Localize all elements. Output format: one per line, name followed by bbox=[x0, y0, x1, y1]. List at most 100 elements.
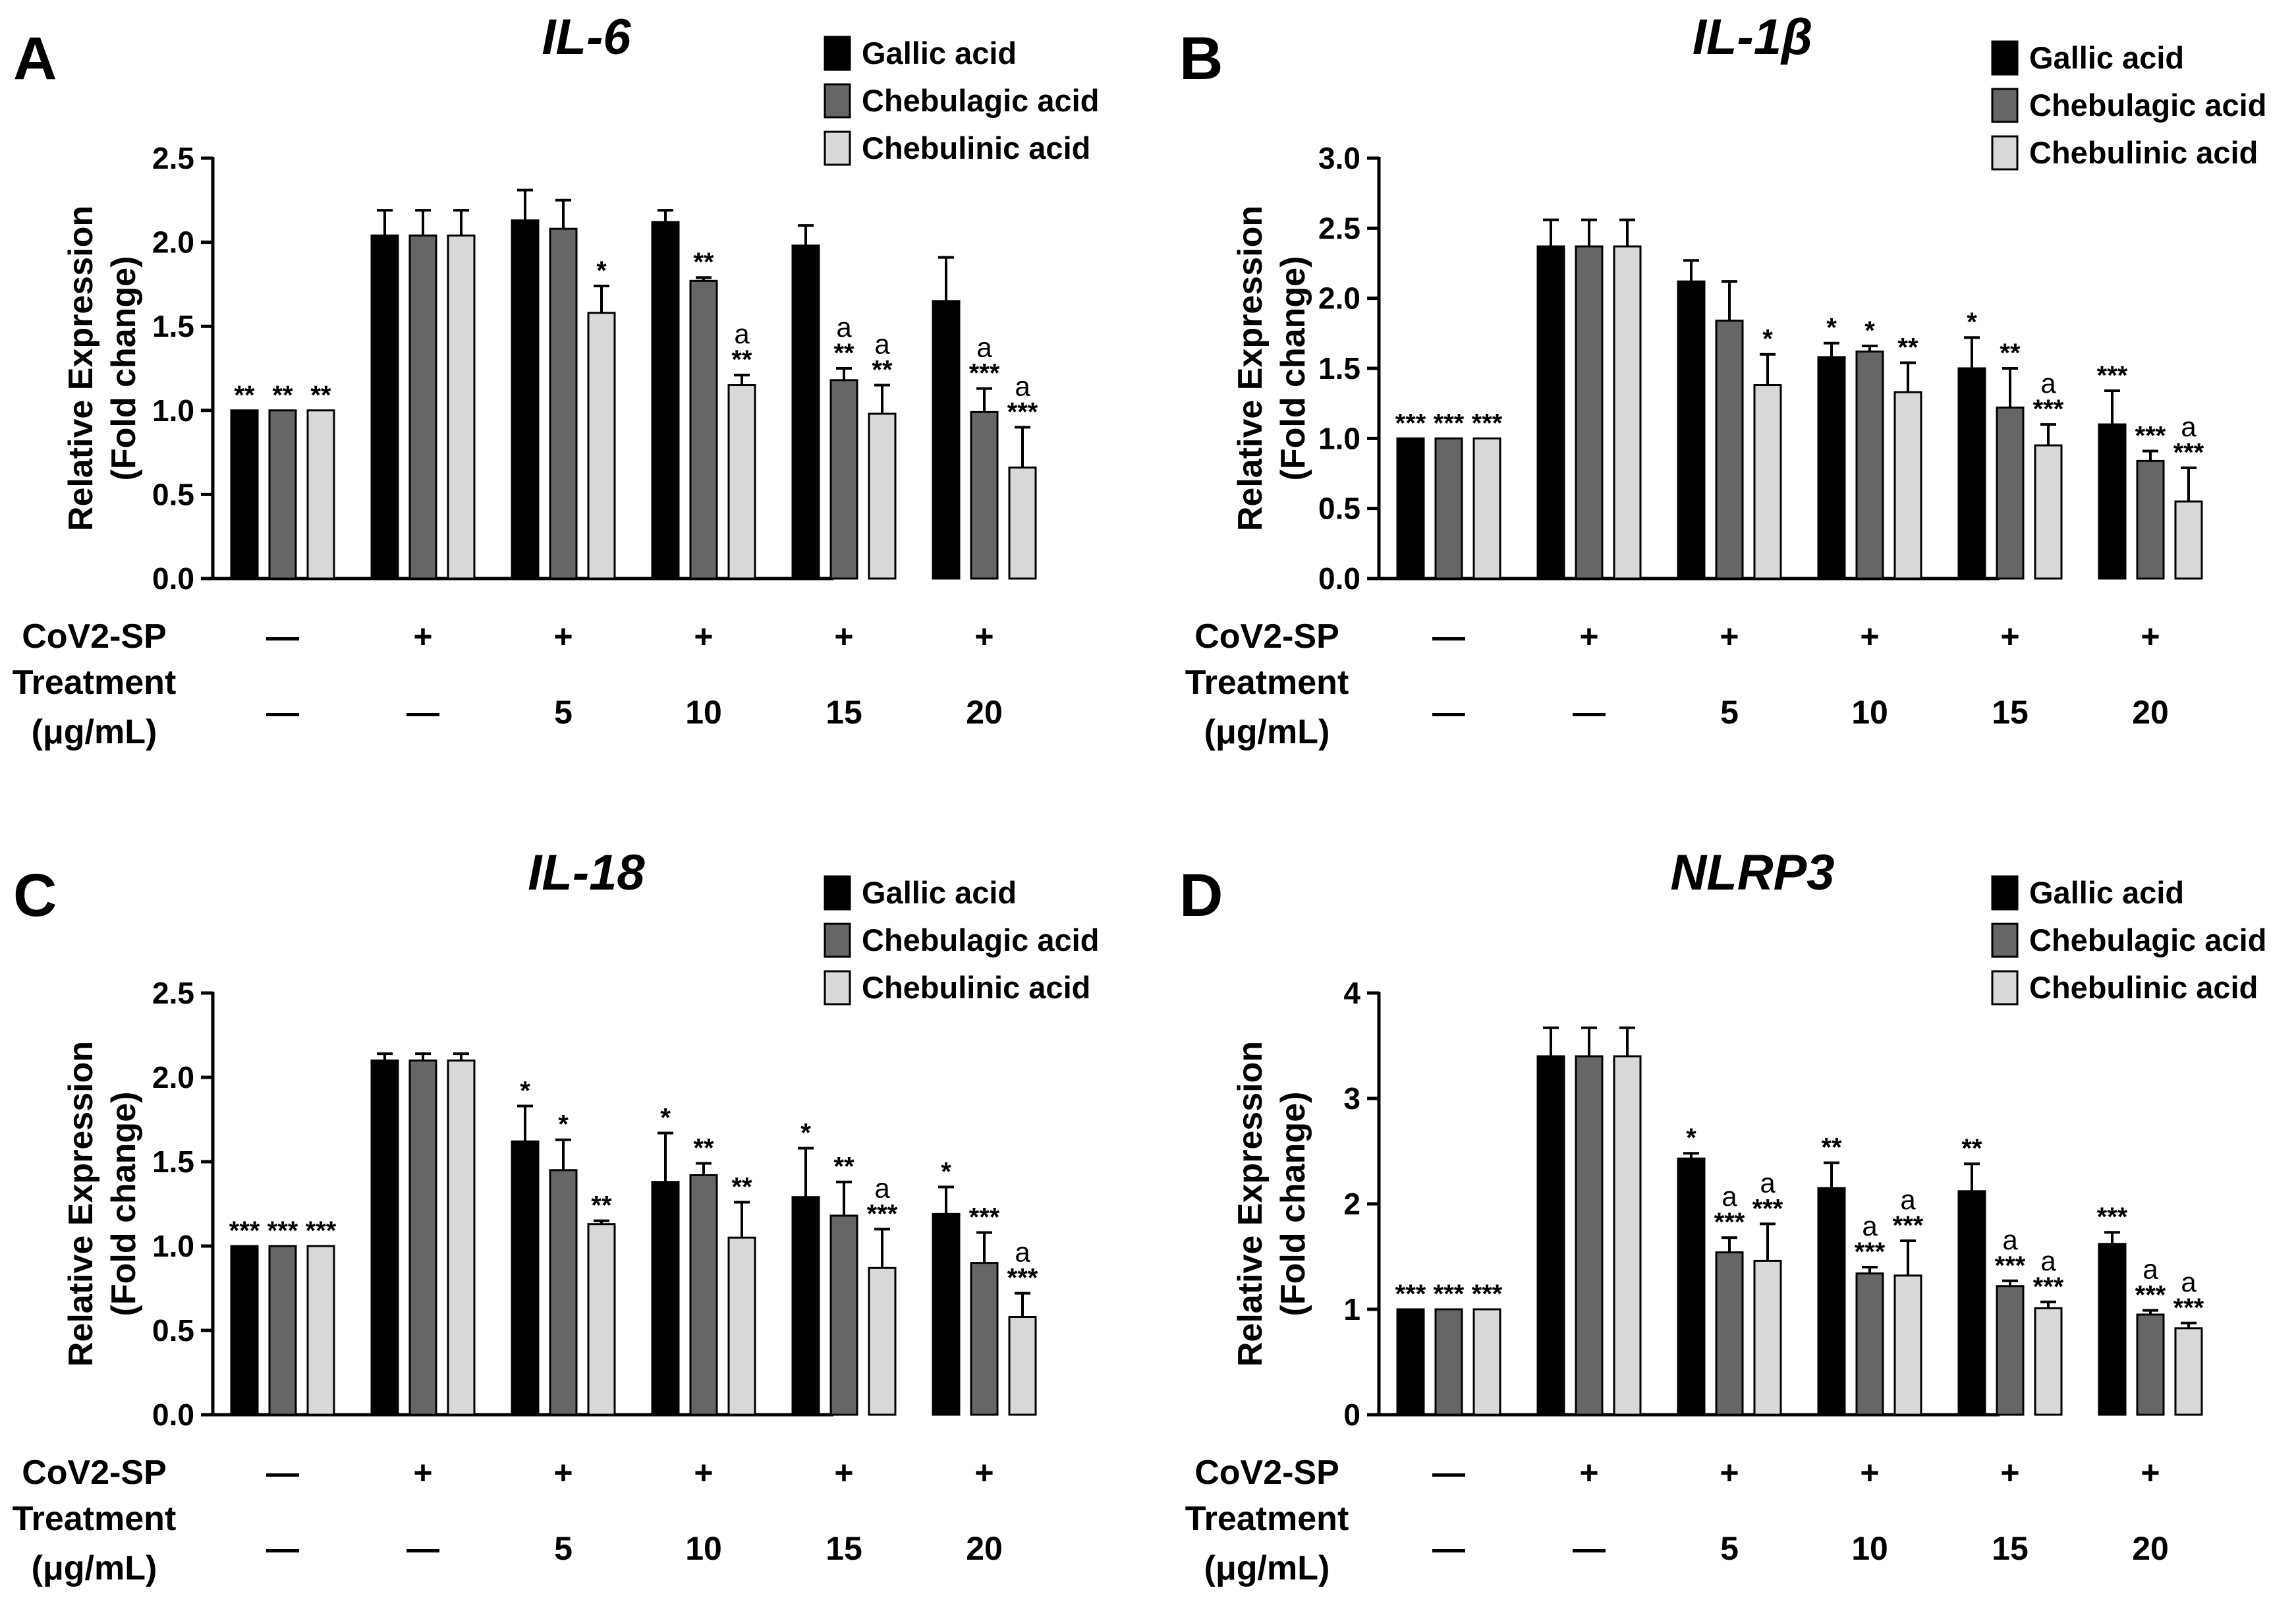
panel-b: B IL-1β Gallic acid Chebulagic acid Chebulin… bbox=[1179, 9, 2266, 751]
legend-swatch bbox=[1991, 923, 2019, 958]
bar bbox=[549, 1169, 578, 1416]
bar bbox=[651, 221, 680, 580]
significance-stars: *** bbox=[2097, 1203, 2128, 1232]
cov2sp-value: + bbox=[1860, 1454, 1879, 1491]
legend-swatch bbox=[1991, 875, 2019, 911]
chart-title: IL-1β bbox=[1693, 9, 1812, 65]
cov2sp-row-label: CoV2-SP bbox=[22, 1454, 167, 1492]
significance-stars: ** bbox=[2000, 339, 2021, 368]
treatment-value: 15 bbox=[1992, 694, 2029, 731]
cov2sp-value: + bbox=[1579, 618, 1598, 655]
significance-mark-a: a bbox=[2181, 411, 2197, 442]
significance-stars: ** bbox=[591, 1191, 612, 1220]
treatment-value: 20 bbox=[966, 694, 1003, 731]
treatment-value: 10 bbox=[1851, 694, 1888, 731]
significance-stars: * bbox=[1762, 325, 1773, 354]
legend-swatch bbox=[824, 36, 851, 71]
legend-label: Gallic acid bbox=[862, 875, 1017, 910]
significance-mark-a: a bbox=[2040, 1245, 2056, 1276]
legend-swatch bbox=[1991, 970, 2019, 1006]
significance-stars: * bbox=[660, 1103, 671, 1132]
bar bbox=[1472, 1308, 1501, 1416]
y-axis-label-unit: (Fold change) bbox=[1274, 1092, 1312, 1317]
significance-stars: * bbox=[941, 1157, 951, 1186]
legend-swatch bbox=[824, 130, 851, 166]
treatment-value: — bbox=[1573, 694, 1606, 731]
bar bbox=[651, 1181, 680, 1416]
bar bbox=[1677, 280, 1706, 580]
panel-c: C IL-18 Gallic acid Chebulagic acid Chebulin… bbox=[13, 845, 1100, 1587]
significance-stars: ** bbox=[833, 1152, 854, 1181]
bar bbox=[1957, 367, 1986, 580]
treatment-value: 15 bbox=[1992, 1530, 2029, 1567]
treatment-value: — bbox=[406, 694, 439, 731]
panel-letter: D bbox=[1179, 862, 1223, 929]
bar bbox=[1677, 1157, 1706, 1416]
legend-label: Chebulinic acid bbox=[2029, 135, 2258, 170]
y-axis-label: Relative Expression bbox=[1231, 206, 1270, 531]
bar bbox=[791, 244, 820, 580]
legend-label: Chebulagic acid bbox=[2029, 88, 2266, 123]
treatment-row-label: Treatment bbox=[13, 1500, 177, 1538]
bar bbox=[1996, 1285, 2025, 1416]
y-tick-label: 0.5 bbox=[1318, 492, 1360, 526]
significance-stars: *** bbox=[1395, 1280, 1426, 1309]
significance-stars: *** bbox=[1472, 409, 1503, 438]
y-axis-label: Relative Expression bbox=[62, 1041, 100, 1367]
y-tick-label: 3.0 bbox=[1318, 141, 1360, 175]
significance-stars: *** bbox=[2173, 438, 2204, 467]
legend-swatch bbox=[824, 970, 851, 1006]
legend-swatch bbox=[1991, 135, 2019, 171]
bar bbox=[230, 1245, 259, 1416]
y-tick-label: 2.5 bbox=[152, 976, 194, 1010]
significance-stars: * bbox=[520, 1077, 530, 1106]
legend-label: Chebulinic acid bbox=[862, 970, 1090, 1005]
bar bbox=[2136, 459, 2165, 580]
bar bbox=[268, 1245, 297, 1416]
cov2sp-value: + bbox=[834, 1454, 853, 1491]
treatment-value: 10 bbox=[685, 1530, 722, 1567]
y-axis-label-unit: (Fold change) bbox=[105, 1092, 143, 1317]
bar bbox=[932, 300, 961, 580]
bar bbox=[2034, 1307, 2063, 1416]
significance-stars: ** bbox=[272, 381, 293, 410]
chart-title: NLRP3 bbox=[1670, 845, 1834, 901]
treatment-value: — bbox=[1432, 1530, 1465, 1567]
y-tick-label: 0 bbox=[1343, 1398, 1360, 1432]
cov2sp-value: + bbox=[2141, 1454, 2160, 1491]
bar bbox=[1817, 1187, 1846, 1416]
treatment-value: 10 bbox=[1851, 1530, 1888, 1567]
y-tick-label: 2.0 bbox=[152, 1060, 194, 1094]
y-tick-label: 2.0 bbox=[152, 225, 194, 260]
y-tick-label: 4 bbox=[1343, 976, 1360, 1010]
bar bbox=[2174, 1327, 2203, 1416]
bar bbox=[727, 384, 756, 580]
bar bbox=[2098, 423, 2127, 580]
treatment-unit-label: (μg/mL) bbox=[32, 713, 157, 751]
treatment-value: 15 bbox=[826, 694, 862, 731]
significance-mark-a: a bbox=[734, 318, 750, 349]
bar bbox=[549, 227, 578, 580]
y-tick-label: 2.5 bbox=[1318, 211, 1360, 245]
treatment-unit-label: (μg/mL) bbox=[1204, 713, 1330, 751]
bar bbox=[1008, 1316, 1037, 1416]
cov2sp-row-label: CoV2-SP bbox=[1194, 617, 1339, 656]
significance-mark-a: a bbox=[1760, 1167, 1776, 1198]
significance-stars: *** bbox=[1007, 397, 1038, 426]
bar bbox=[970, 411, 999, 580]
significance-mark-a: a bbox=[976, 332, 992, 363]
y-tick-label: 1.0 bbox=[152, 1229, 194, 1263]
treatment-value: 20 bbox=[966, 1530, 1003, 1567]
cov2sp-value: + bbox=[413, 618, 432, 655]
y-tick-label: 2.5 bbox=[152, 141, 194, 175]
significance-stars: * bbox=[1686, 1123, 1696, 1152]
cov2sp-value: — bbox=[1432, 1454, 1465, 1491]
y-axis-label: Relative Expression bbox=[1231, 1041, 1270, 1367]
treatment-value: — bbox=[406, 1530, 439, 1567]
treatment-value: 10 bbox=[685, 694, 722, 731]
panel-letter: A bbox=[13, 25, 57, 92]
bar bbox=[268, 409, 297, 580]
legend-swatch bbox=[824, 83, 851, 119]
y-tick-label: 1 bbox=[1343, 1292, 1360, 1326]
